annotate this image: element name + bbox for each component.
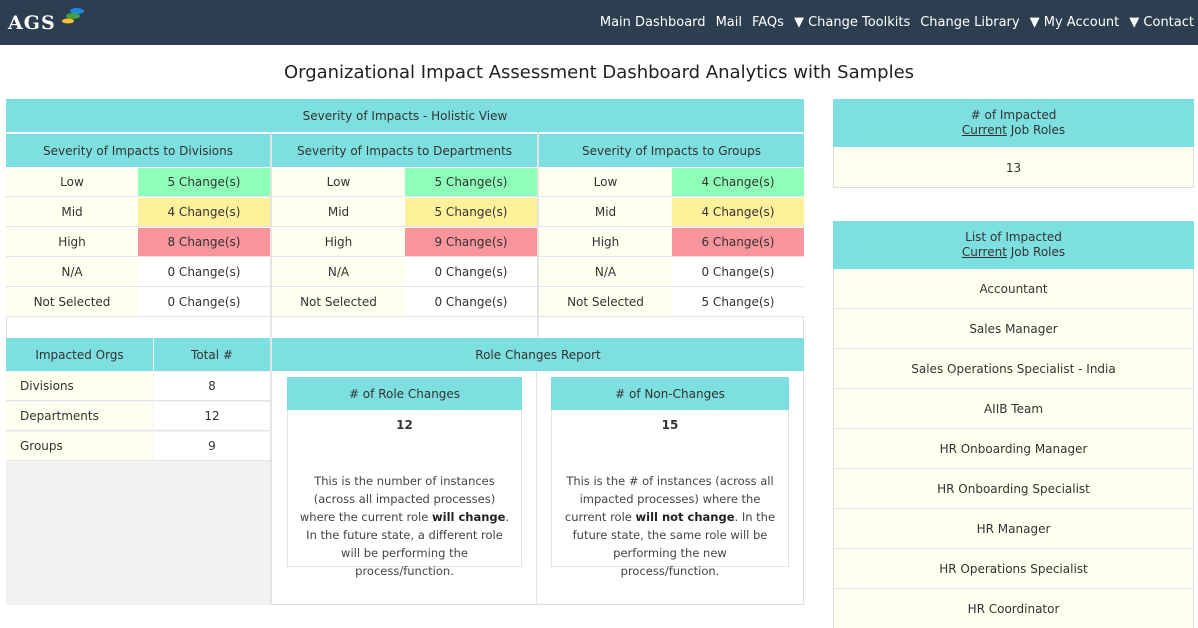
row-value: 9 Change(s) [405,228,537,257]
card-text: This is the number of instances (across … [299,472,510,578]
text-part: This is the # of instances (across all i… [564,474,774,524]
logo[interactable]: AGS [8,12,56,34]
divider [537,132,539,337]
row-value: 5 Change(s) [672,288,804,317]
row-label: Low [539,168,672,197]
panel-header: # of Impacted Current Job Roles [833,99,1194,147]
row-label: High [539,228,672,257]
table-header: Severity of Impacts to Groups [539,134,804,167]
divider [270,338,272,605]
row-label: Not Selected [6,288,138,317]
row-value: 4 Change(s) [672,198,804,227]
row-label: Not Selected [539,288,672,317]
header-rest: Job Roles [1006,123,1066,137]
row-value: 5 Change(s) [138,168,270,197]
row-value: 0 Change(s) [405,288,537,317]
org-name: Groups [6,432,153,461]
text-part: . In the future state, the same role wil… [572,510,776,578]
row-label: Mid [539,198,672,227]
role-item: Sales Operations Specialist - India [834,350,1193,389]
nav: Main Dashboard Mail FAQs ▼ Change Toolkits C… [600,0,1198,45]
divider [536,371,537,605]
orgs-header: Impacted Orgs [6,338,153,371]
logo-icon [62,8,84,24]
org-total: 8 [154,372,270,401]
header-line: # of Impacted [970,108,1057,122]
card-header: # of Role Changes [287,377,522,410]
row-label: Mid [6,198,138,227]
orgs-header: Total # [154,338,270,371]
row-value: 0 Change(s) [138,258,270,287]
nav-link[interactable]: Main Dashboard [599,15,706,30]
card-header: # of Non-Changes [551,377,789,410]
row-value: 4 Change(s) [138,198,270,227]
nav-link[interactable]: Change Library [920,15,1020,30]
card-value: 12 [396,418,413,432]
row-value: 5 Change(s) [405,198,537,227]
count-value: 13 [834,148,1193,187]
nav-link[interactable]: ▼ My Account [1029,15,1120,30]
org-total: 9 [154,432,270,461]
card-value: 15 [661,418,679,432]
header-line: Current Job Roles [962,123,1065,138]
row-label: N/A [539,258,672,287]
row-label: Not Selected [272,288,405,317]
underlined: Current [961,123,1007,137]
role-item: AIIB Team [834,390,1193,429]
role-item: Accountant [834,270,1193,309]
row-value: 0 Change(s) [672,258,804,287]
row-label: Low [272,168,405,197]
role-item: HR Operations Specialist [834,550,1193,589]
header-line: List of Impacted [965,230,1062,244]
row-label: Low [6,168,138,197]
page-title: Organizational Impact Assessment Dashboa… [283,61,915,83]
nav-link[interactable]: ▼ Change Toolkits [793,15,911,30]
role-item: Sales Manager [834,310,1193,349]
nav-link[interactable]: ▼ Contact [1129,15,1194,30]
card-text: This is the # of instances (across all i… [563,472,777,578]
role-item: HR Onboarding Manager [834,430,1193,469]
role-item: HR Onboarding Specialist [834,470,1193,509]
row-label: Mid [272,198,405,227]
row-value: 0 Change(s) [405,258,537,287]
row-value: 6 Change(s) [672,228,804,257]
top-bar: AGS Main Dashboard Mail FAQs ▼ Change Toolk… [0,0,1198,45]
row-value: 0 Change(s) [138,288,270,317]
table-header: Severity of Impacts to Divisions [6,134,270,167]
text-part: . In the future state, a different role … [306,510,510,578]
nav-link[interactable]: FAQs [751,15,784,30]
header-rest: Job Roles [1006,245,1066,259]
row-label: N/A [6,258,138,287]
row-label: N/A [272,258,405,287]
org-name: Departments [6,402,153,431]
role-changes-header: Role Changes Report [272,338,804,371]
nav-link[interactable]: Mail [715,15,742,30]
panel-header: List of Impacted Current Job Roles [833,221,1194,269]
severity-header: Severity of Impacts - Holistic View [6,99,804,132]
role-item: HR Manager [834,510,1193,549]
role-item: HR Coordinator [834,590,1193,628]
row-label: High [272,228,405,257]
row-value: 8 Change(s) [138,228,270,257]
text-part: This is the number of instances (across … [299,474,496,524]
table-header: Severity of Impacts to Departments [272,134,537,167]
divider [270,132,272,337]
org-total: 12 [154,402,270,431]
org-name: Divisions [6,372,153,401]
text-part: will not change [635,510,735,524]
header-line: Current Job Roles [962,245,1065,260]
underlined: Current [961,245,1007,259]
row-value: 5 Change(s) [405,168,537,197]
row-label: High [6,228,138,257]
text-part: will change [432,510,506,524]
row-value: 4 Change(s) [672,168,804,197]
